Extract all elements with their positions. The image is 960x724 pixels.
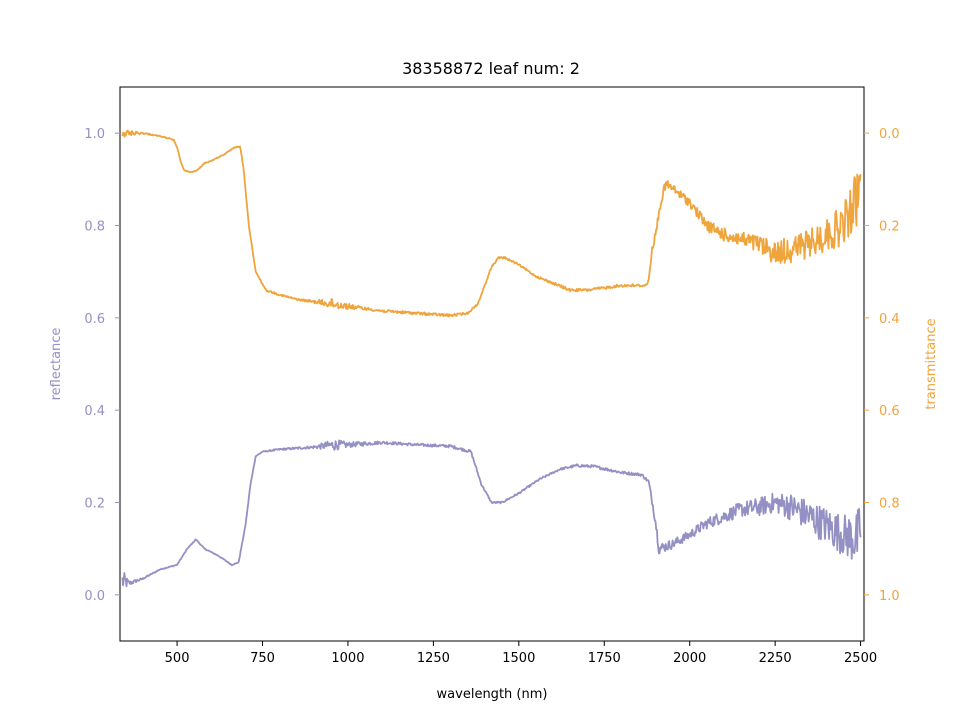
left-y-tick-label: 0.4 <box>84 404 105 419</box>
right-y-tick-label: 0.4 <box>879 312 900 327</box>
reflectance-line <box>121 439 862 588</box>
right-y-axis-label: transmittance <box>924 318 939 409</box>
left-y-tick-label: 0.6 <box>84 312 105 327</box>
reflectance-line-group <box>121 439 862 588</box>
x-tick-label: 2500 <box>844 651 877 666</box>
x-tick-label: 1000 <box>331 651 364 666</box>
left-y-axis: 0.0 0.2 0.4 0.6 0.8 1.0 <box>84 127 120 604</box>
chart-title: 38358872 leaf num: 2 <box>402 59 580 78</box>
transmittance-line <box>121 129 862 318</box>
right-y-tick-label: 0.8 <box>879 497 900 512</box>
x-tick-label: 1750 <box>588 651 621 666</box>
right-y-tick-label: 0.0 <box>879 127 900 142</box>
x-tick-label: 750 <box>250 651 275 666</box>
x-axis: 500 750 1000 1250 1500 1750 2000 2250 2500 <box>165 641 877 666</box>
left-y-tick-label: 0.8 <box>84 220 105 235</box>
x-tick-label: 2000 <box>673 651 706 666</box>
left-y-tick-label: 0.0 <box>84 589 105 604</box>
right-y-axis: 0.0 0.2 0.4 0.6 0.8 1.0 <box>864 127 900 604</box>
right-y-tick-label: 0.2 <box>879 220 900 235</box>
plot-frame <box>119 86 865 642</box>
right-y-tick-label: 1.0 <box>879 589 900 604</box>
x-tick-label: 1500 <box>502 651 535 666</box>
x-axis-label: wavelength (nm) <box>437 687 548 702</box>
x-tick-label: 500 <box>165 651 190 666</box>
left-y-tick-label: 0.2 <box>84 497 105 512</box>
left-y-axis-label: reflectance <box>49 328 64 401</box>
right-y-tick-label: 0.6 <box>879 404 900 419</box>
transmittance-line-group <box>121 129 862 318</box>
x-tick-label: 1250 <box>417 651 450 666</box>
x-tick-label: 2250 <box>759 651 792 666</box>
left-y-tick-label: 1.0 <box>84 127 105 142</box>
